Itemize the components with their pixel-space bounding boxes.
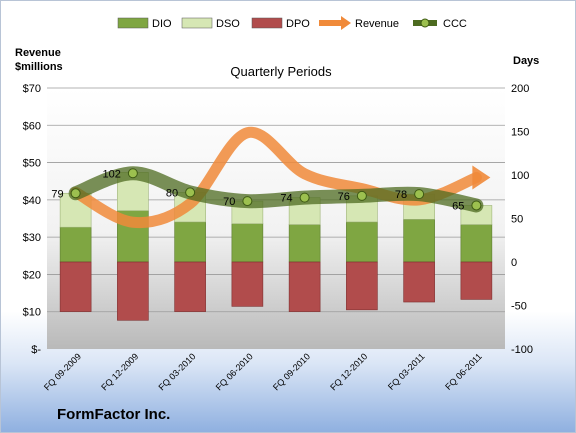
legend-label-dso: DSO xyxy=(216,18,240,30)
ccc-data-label: 102 xyxy=(103,168,121,180)
left-tick-label: $10 xyxy=(23,307,41,319)
ccc-point xyxy=(70,188,81,199)
left-axis-title-line1: Revenue xyxy=(15,47,61,59)
left-axis-ticks: $- $10 $20 $30 $40 $50 $60 $70 xyxy=(23,83,42,356)
bar-dio xyxy=(231,223,264,263)
category-labels: FQ 09-2009 FQ 12-2009 FQ 03-2010 FQ 06-2010… xyxy=(42,351,484,392)
left-tick-label: $30 xyxy=(23,232,41,244)
revenue-arrowhead xyxy=(472,165,491,190)
ccc-point xyxy=(471,200,482,211)
legend-swatch-dio xyxy=(117,17,149,29)
bar-dio xyxy=(403,219,435,263)
legend-marker-ccc xyxy=(420,18,430,28)
ccc-data-label: 65 xyxy=(452,200,464,212)
ccc-data-label: 79 xyxy=(51,188,63,200)
bar-dio xyxy=(59,226,92,263)
legend-arrow-revenue xyxy=(341,16,351,30)
ccc-data-label: 78 xyxy=(395,189,407,201)
ccc-point xyxy=(242,196,253,207)
bar-dio xyxy=(346,221,378,263)
right-tick-label: 100 xyxy=(511,170,529,182)
right-axis-title: Days xyxy=(513,55,539,67)
category-label: FQ 06-2010 xyxy=(214,351,255,392)
ccc-point xyxy=(185,187,196,198)
legend-swatch-dso xyxy=(181,17,213,29)
left-tick-label: $50 xyxy=(23,158,41,170)
ccc-point xyxy=(356,190,367,201)
ccc-point xyxy=(414,189,425,200)
company-name: FormFactor Inc. xyxy=(57,406,170,423)
bar-dio xyxy=(174,221,206,263)
left-axis-title-line2: $millions xyxy=(15,61,63,73)
category-label: FQ 09-2010 xyxy=(271,351,312,392)
bar-dpo xyxy=(59,261,92,312)
category-label: FQ 12-2009 xyxy=(99,351,140,392)
left-tick-label: $70 xyxy=(23,83,41,95)
left-tick-label: $20 xyxy=(23,269,41,281)
chart-title: Quarterly Periods xyxy=(230,64,332,79)
left-tick-label: $40 xyxy=(23,195,41,207)
bar-dpo xyxy=(346,261,378,311)
left-tick-label: $60 xyxy=(23,120,41,132)
bars xyxy=(59,172,493,321)
ccc-data-label: 74 xyxy=(280,193,292,205)
legend-label-ccc: CCC xyxy=(443,18,467,30)
ccc-data-label: 70 xyxy=(223,196,235,208)
bar-dpo xyxy=(117,261,149,321)
ccc-point xyxy=(299,192,310,203)
category-label: FQ 09-2009 xyxy=(42,351,83,392)
right-tick-label: -100 xyxy=(511,344,533,356)
category-label: FQ 12-2010 xyxy=(328,351,369,392)
right-tick-label: 200 xyxy=(511,83,529,95)
bar-dpo xyxy=(174,261,206,312)
ccc-data-label: 80 xyxy=(166,187,178,199)
ccc-point xyxy=(127,168,138,179)
legend-label-revenue: Revenue xyxy=(355,18,399,30)
category-label: FQ 03-2010 xyxy=(157,351,198,392)
bar-dpo xyxy=(288,261,321,312)
bar-dio xyxy=(288,224,321,263)
legend-label-dio: DIO xyxy=(152,18,172,30)
bar-dio xyxy=(460,224,493,263)
category-label: FQ 03-2011 xyxy=(386,351,427,392)
category-label: FQ 06-2011 xyxy=(443,351,484,392)
right-axis-ticks: -100 -50 0 50 100 150 200 xyxy=(511,83,533,356)
right-tick-label: -50 xyxy=(511,301,527,313)
legend-swatch-dpo xyxy=(251,17,283,29)
lines: 79 102 80 70 74 76 78 65 xyxy=(51,126,491,229)
legend: DIO DSO DPO Revenue CCC xyxy=(117,16,467,30)
ccc-data-label: 76 xyxy=(338,191,350,203)
right-tick-label: 50 xyxy=(511,214,523,226)
right-tick-label: 0 xyxy=(511,257,517,269)
legend-label-dpo: DPO xyxy=(286,18,310,30)
bar-dpo xyxy=(403,261,435,303)
bar-dpo xyxy=(231,261,264,307)
right-tick-label: 150 xyxy=(511,127,529,139)
left-tick-label: $- xyxy=(31,344,41,356)
bar-dpo xyxy=(460,261,493,300)
